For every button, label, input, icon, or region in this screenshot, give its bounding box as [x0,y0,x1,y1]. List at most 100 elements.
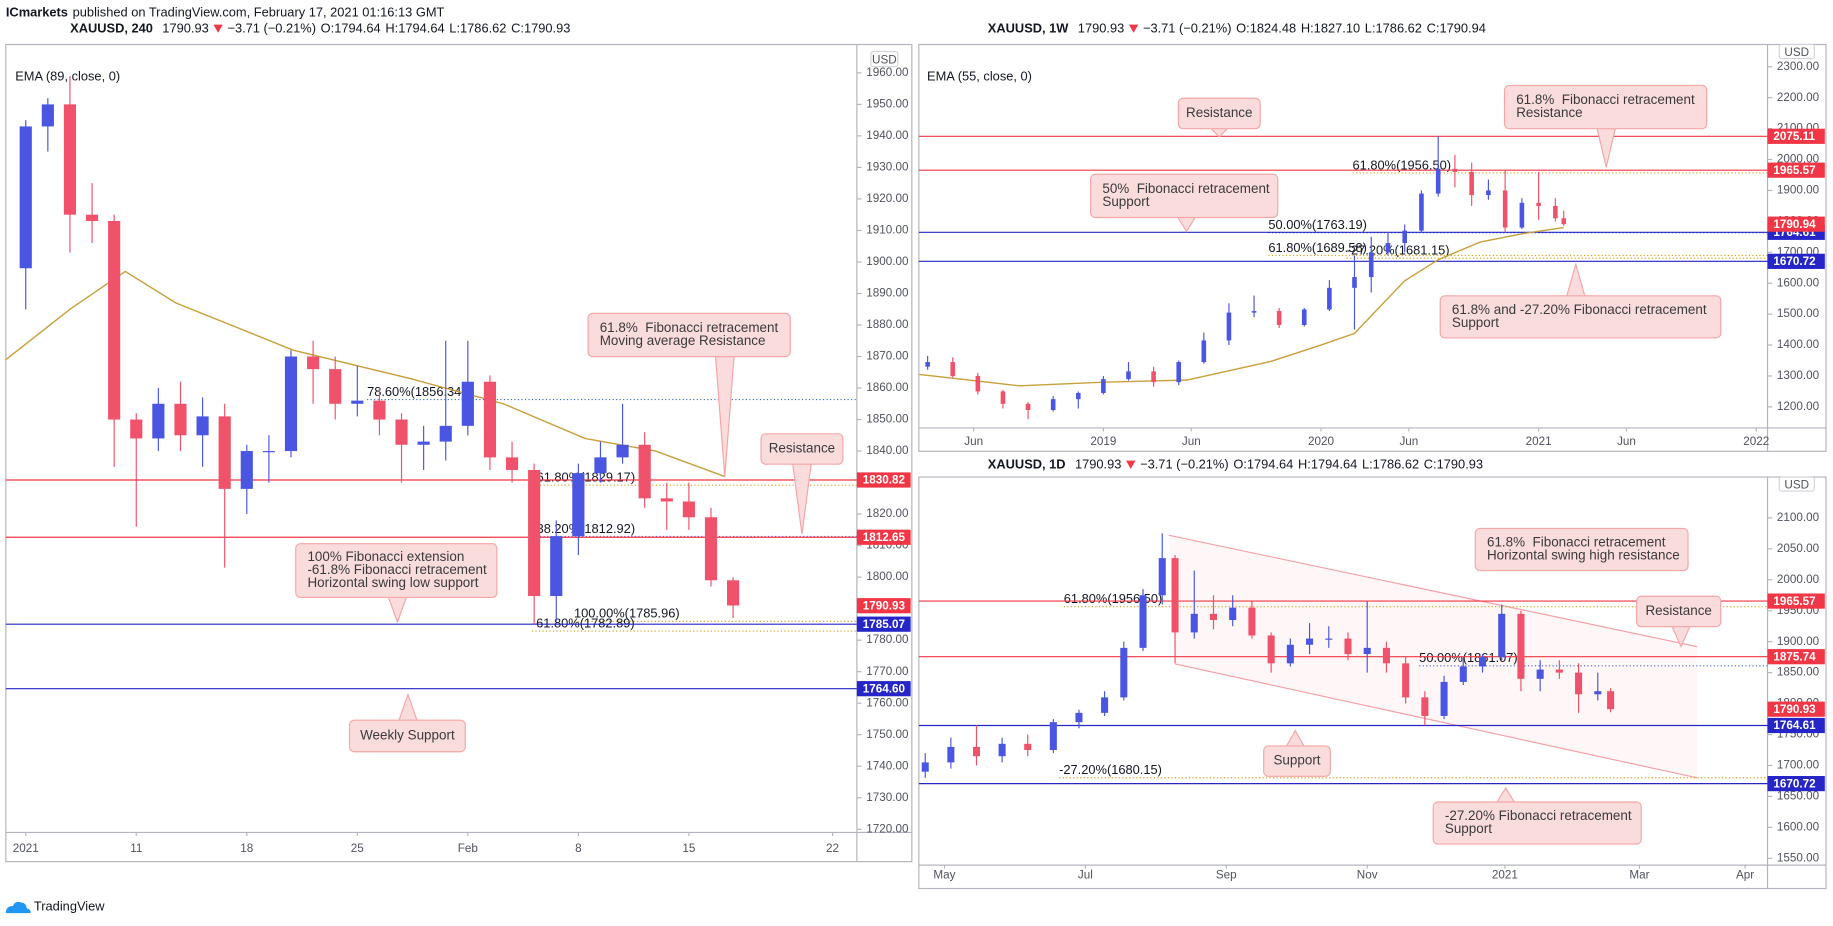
price-change: −3.71 (−0.21%) [1140,457,1229,472]
y-tick-label: 1700.00 [1777,759,1820,772]
candle-body [1229,607,1237,621]
level-price-box [1767,649,1825,665]
x-tick-label: Jun [1182,435,1201,448]
plot-area: 78.60%(1856.34) 61.80%(1829.17) 38.20%(181… [5,76,857,690]
callout-box [1503,84,1708,130]
currency: USD [872,53,897,66]
callout-text: -61.8% Fibonacci retracement [307,562,487,577]
callout: Support [1263,729,1331,777]
y-tick-label: 1770.00 [866,665,909,678]
fib-label: 61.80%(1956.50) [1353,157,1452,172]
level-price-box [1767,717,1825,734]
callout-text: Moving average Resistance [600,333,766,348]
candle-body [1452,168,1458,172]
candle-body [1286,644,1294,664]
y-tick-label: 1400.00 [1777,338,1820,351]
close-value: 1790.94 [1439,21,1485,36]
candle-body [1024,743,1032,751]
callout-text: Support [1445,821,1492,836]
candle-body [1025,403,1031,410]
candle-body [998,743,1006,757]
open-label: O: [321,21,335,36]
publish-info: published on TradingView.com, February 1… [73,4,445,19]
callout-box [1090,173,1279,219]
high-label: H: [385,21,398,36]
x-tick-label: Jul [1078,869,1093,882]
close-label: C: [1427,21,1440,36]
y-tick-label: 1860.00 [866,381,909,394]
currency-box [870,50,899,68]
fib-label: 78.60%(1856.34) [367,384,466,399]
callout-box [1177,97,1261,130]
level-price-box [856,529,911,545]
y-tick-label: 1600.00 [1777,820,1820,833]
candle-body [638,444,651,499]
candle-body [1158,558,1166,596]
last-price-box [856,598,911,614]
last-price: 1790.93 [1075,457,1121,472]
callout: Resistance [760,433,844,535]
candle-body [1561,218,1567,225]
candle-body [1607,691,1615,710]
fib-label: 50.00%(1763.19) [1268,217,1367,232]
fib-label: 61.80%(1956.50) [1064,591,1163,606]
candle-body [1101,379,1106,393]
y-tick-label: 1740.00 [866,759,909,772]
candle-body [19,126,32,269]
candle-body [1517,613,1525,679]
candle-body [1101,697,1109,713]
candle-body [307,356,320,370]
y-tick-label: 1920.00 [866,192,909,205]
price-change: −3.71 (−0.21%) [227,21,316,36]
callout-text: 61.8% and -27.20% Fibonacci retracement [1452,302,1707,317]
down-arrow [1128,24,1139,33]
y-tick-label: 1930.00 [866,161,909,174]
y-tick-label: 2000.00 [1777,573,1820,586]
level-price-box [1767,162,1825,178]
candle-body [1553,205,1558,219]
candle-body [1301,309,1307,325]
y-tick-label: 2050.00 [1777,542,1820,555]
last-price-label: 1790.93 [863,599,906,612]
open-value: 1794.64 [334,21,380,36]
callout-text: 61.8% Fibonacci retracement [1516,92,1695,107]
close-label: C: [1424,457,1437,472]
candle-body [1201,340,1207,363]
level-price-box [1767,128,1825,144]
candle-body [1352,277,1357,288]
candle-body [262,451,275,453]
candle-body [1126,371,1131,380]
candle-body [174,403,187,436]
candle-body [373,400,386,420]
y-tick-label: 1910.00 [866,224,909,237]
low-label: L: [449,21,460,36]
candle-body [1421,697,1429,716]
currency: USD [1784,46,1809,59]
callout-text: Support [1452,315,1499,330]
x-tick-label: 2022 [1743,435,1769,448]
level-price-label: 2075.11 [1773,130,1815,143]
level-price-box [1767,776,1825,792]
candle-body [1498,613,1506,658]
level-price-box [1767,593,1825,609]
high-label: H: [1301,21,1314,36]
callout-text: 100% Fibonacci extension [307,549,464,564]
y-tick-label: 1950.00 [866,97,909,110]
candle-body [1075,392,1081,400]
candle-body [63,104,77,215]
candle-body [152,403,165,439]
candle-body [85,214,99,221]
chart-pane: 61.80%(1956.50) 50.00%(1763.19) 61.80%(168… [918,43,1827,452]
callout: Resistance [1177,97,1261,138]
candle-body [1176,362,1182,383]
candle-body [505,457,519,470]
callout-text: 61.8% Fibonacci retracement [600,320,779,335]
level-price-label: 1670.72 [1773,777,1816,790]
candle-body [1327,287,1332,310]
chart-pane: 78.60%(1856.34) 61.80%(1829.17) 38.20%(181… [5,43,913,863]
y-tick-label: 2100.00 [1777,511,1820,524]
callout: Weekly Support [348,692,466,753]
candle-body [925,362,930,367]
